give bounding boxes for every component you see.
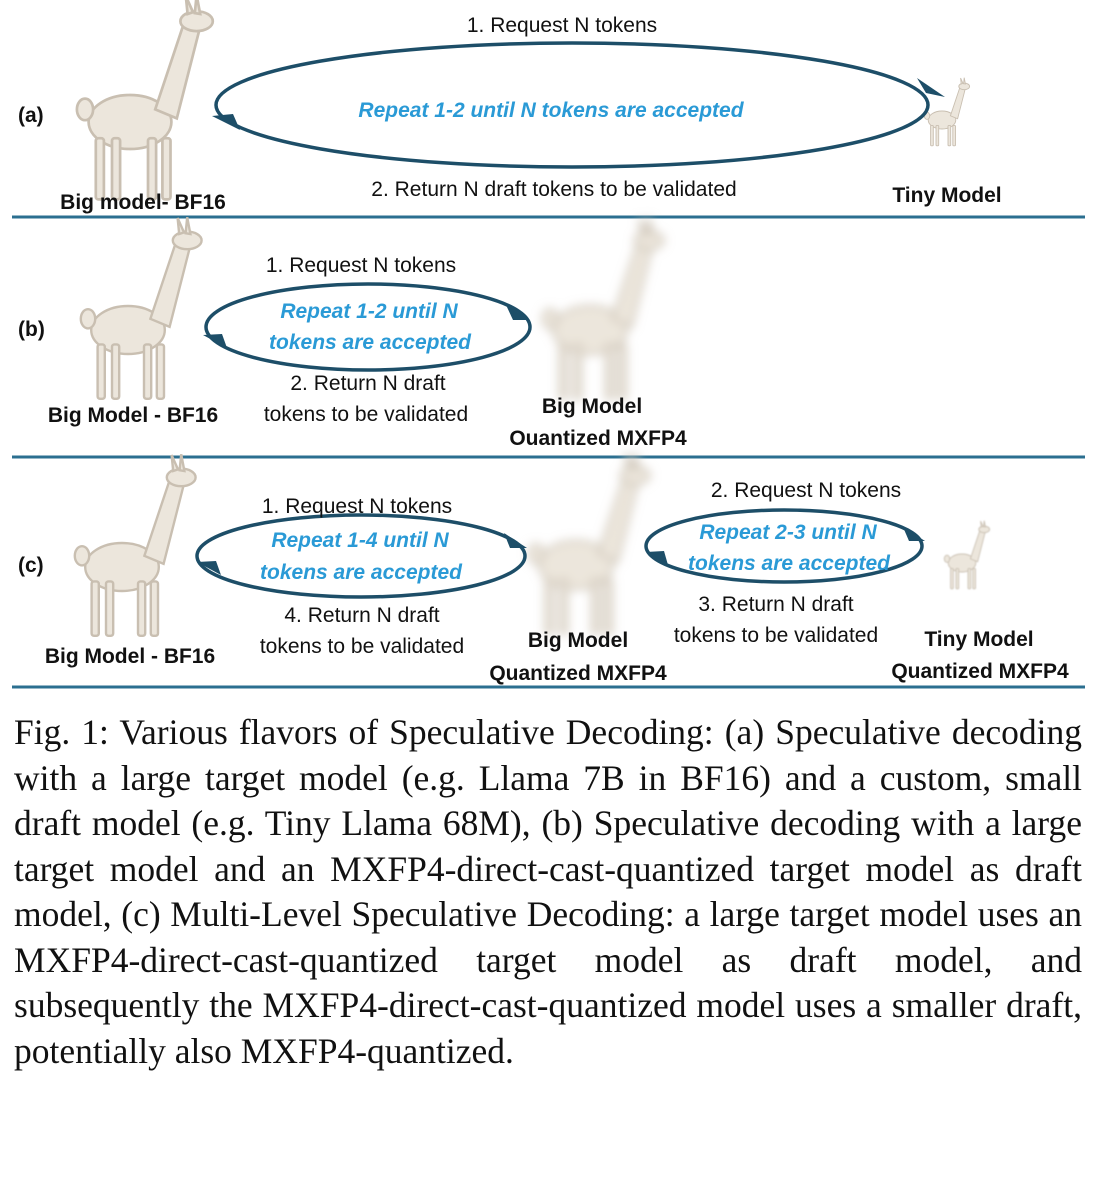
request-label-c2: 2. Request N tokens (711, 479, 901, 502)
arrowhead-icon (203, 334, 227, 348)
blurred-tiny-llama-icon (943, 520, 991, 590)
figure-caption: Fig. 1: Various flavors of Speculative D… (14, 712, 1082, 1071)
tiny-model-label-a: Tiny Model (892, 184, 1001, 207)
mid-model-label-c-line2: Quantized MXFP4 (489, 662, 667, 685)
request-label-b: 1. Request N tokens (266, 254, 456, 277)
big-model-llama-icon (73, 453, 197, 637)
repeat-label-b-line2: tokens are accepted (269, 331, 472, 354)
panel-c-tag: (c) (18, 554, 44, 577)
panel-a: (a) 1. Request N tokens Repeat 1-2 until… (18, 0, 1002, 214)
blurred-llama-icon (527, 451, 651, 635)
arrowhead-icon (903, 527, 925, 541)
repeat-label-c2-line1: Repeat 2-3 until N (699, 521, 877, 544)
draft-model-label-b-line1: Big Model (542, 395, 642, 418)
panel-c: (c) 1. Request N tokens Repeat 1-4 until… (18, 451, 1069, 685)
arrowhead-icon (917, 78, 945, 97)
arrowhead-icon (197, 561, 221, 575)
panel-b-tag: (b) (18, 318, 45, 341)
big-model-llama-icon (79, 215, 203, 400)
arrowhead-icon (212, 114, 240, 130)
return-label-b-line2: tokens to be validated (264, 403, 468, 426)
speculative-decoding-diagram: (a) 1. Request N tokens Repeat 1-2 until… (12, 0, 1085, 689)
big-model-label-c: Big Model - BF16 (45, 645, 215, 668)
repeat-label-c2-line2: tokens are accepted (688, 552, 891, 575)
request-label-a: 1. Request N tokens (467, 14, 657, 37)
loop-ellipse-c-inner (644, 508, 924, 584)
return-label-c2-line1: 3. Return N draft (698, 593, 853, 616)
repeat-label-a: Repeat 1-2 until N tokens are accepted (358, 99, 744, 122)
mid-model-label-c-line1: Big Model (528, 629, 628, 652)
tiny-model-label-c-line2: Quantized MXFP4 (891, 660, 1069, 683)
arrowhead-icon (506, 305, 530, 320)
repeat-label-b-line1: Repeat 1-2 until N (280, 300, 458, 323)
panel-b: (b) 1. Request N tokens Repeat 1-2 until… (18, 215, 687, 450)
big-model-label-b: Big Model - BF16 (48, 404, 218, 427)
tiny-model-label-c-line1: Tiny Model (924, 628, 1033, 651)
return-label-c2-line2: tokens to be validated (674, 624, 878, 647)
return-label-c1-line1: 4. Return N draft (284, 604, 439, 627)
loop-ellipse-a (214, 41, 930, 169)
arrowhead-icon (504, 533, 527, 548)
repeat-label-c1-line1: Repeat 1-4 until N (271, 529, 449, 552)
big-model-llama-icon (75, 0, 215, 201)
repeat-label-c1-line2: tokens are accepted (260, 561, 463, 584)
loop-ellipse-b (204, 282, 532, 372)
request-label-c1: 1. Request N tokens (262, 495, 452, 518)
arrowhead-icon (646, 551, 668, 565)
blurred-llama-icon (541, 215, 665, 400)
draft-model-label-b-line2: Ouantized MXFP4 (509, 427, 687, 450)
panel-a-tag: (a) (18, 104, 44, 127)
loop-ellipse-c-outer (195, 513, 527, 599)
return-label-b-line1: 2. Return N draft (290, 372, 445, 395)
return-label-c1-line2: tokens to be validated (260, 635, 464, 658)
return-label-a: 2. Return N draft tokens to be validated (371, 178, 736, 201)
big-model-label-a: Big model- BF16 (60, 191, 226, 214)
